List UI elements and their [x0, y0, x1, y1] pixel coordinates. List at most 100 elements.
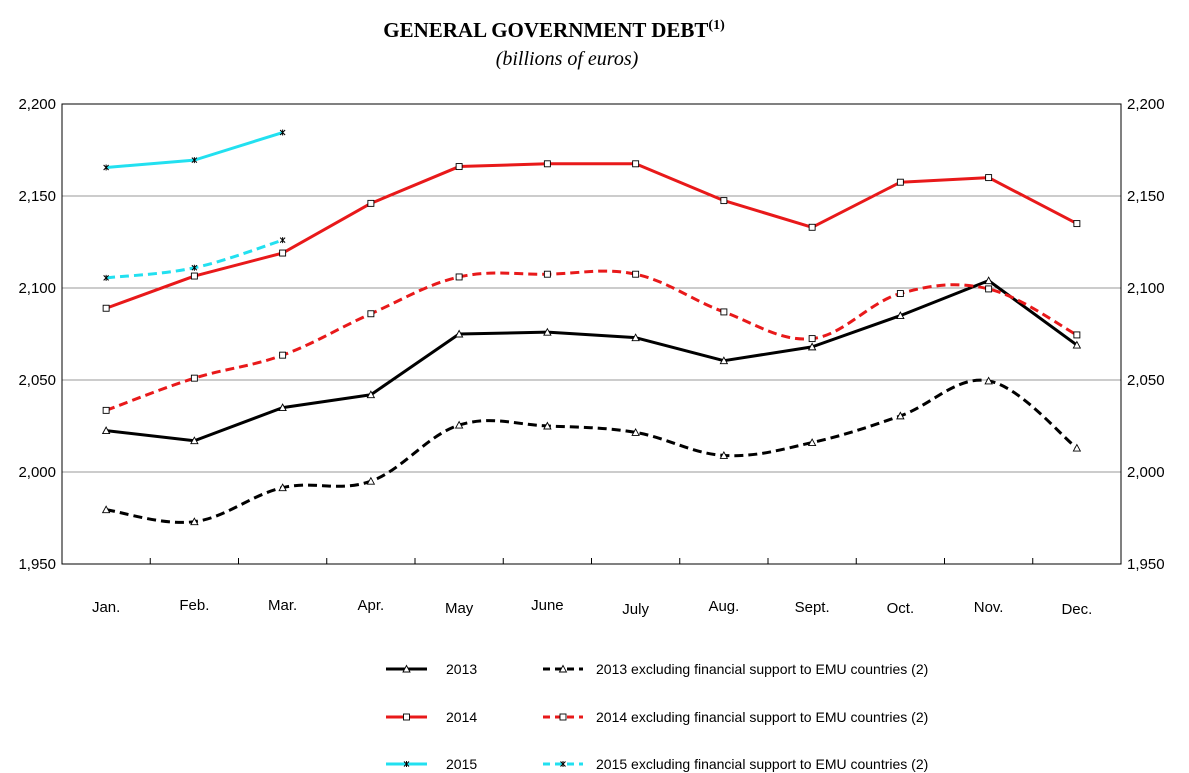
series-line	[105, 279, 1078, 443]
x-tick-label: Nov.	[974, 599, 1004, 616]
y-tick-label-right: 2,150	[1127, 188, 1165, 205]
point	[1072, 340, 1082, 349]
point	[454, 329, 464, 338]
point	[403, 713, 410, 721]
x-tick-label: Sept.	[795, 599, 830, 616]
point	[896, 290, 904, 297]
x-tick-label: Dec.	[1061, 601, 1092, 618]
point	[632, 270, 640, 278]
point	[985, 285, 993, 293]
point	[278, 403, 287, 412]
point	[896, 178, 904, 186]
point	[632, 160, 640, 168]
y-tick-label-left: 1,950	[18, 556, 56, 573]
point	[896, 411, 905, 420]
x-tick-label: July	[622, 601, 649, 618]
y-tick-label-left: 2,050	[18, 372, 56, 389]
point	[631, 427, 640, 436]
series-5	[103, 129, 286, 171]
point	[403, 761, 410, 767]
series-1	[101, 276, 1082, 445]
point	[279, 351, 287, 359]
point	[719, 356, 729, 365]
point	[543, 160, 551, 168]
legend-label: 2015	[446, 756, 477, 772]
point	[102, 304, 110, 312]
legend-label: 2014	[446, 709, 477, 725]
x-tick-label: May	[445, 600, 474, 617]
point	[103, 164, 109, 171]
series-line	[105, 378, 1078, 524]
point	[1073, 220, 1081, 228]
point	[367, 310, 375, 318]
legend-label: 2014 excluding financial support to EMU …	[596, 709, 928, 725]
point	[1073, 331, 1081, 339]
point	[278, 483, 287, 492]
point	[720, 308, 728, 316]
point	[279, 129, 286, 136]
legend-label: 2015 excluding financial support to EMU …	[596, 756, 928, 772]
x-axis-labels: Jan. Feb. Mar. Apr. May June July Aug. Sept. Oct.…	[92, 597, 1092, 618]
y-tick-label-left: 2,200	[18, 96, 56, 113]
y-axis-left-labels: 1,950 2,000 2,050 2,100 2,150 2,200	[18, 96, 56, 573]
x-tick-label: Oct.	[887, 600, 915, 617]
point	[190, 272, 198, 280]
point	[631, 333, 640, 342]
point	[190, 436, 199, 445]
point	[543, 421, 552, 430]
series-line	[105, 269, 1078, 412]
x-tick-label: June	[531, 597, 564, 614]
point	[279, 249, 287, 257]
point	[559, 713, 567, 721]
point	[807, 342, 817, 351]
series-2	[101, 376, 1082, 526]
series-3	[102, 160, 1081, 312]
point	[1072, 443, 1082, 452]
point	[279, 237, 286, 244]
point	[191, 157, 198, 164]
x-tick-marks	[149, 558, 1034, 564]
series-line	[105, 162, 1078, 310]
point	[558, 664, 568, 673]
point	[101, 426, 111, 435]
x-tick-label: Aug.	[708, 598, 739, 615]
y-tick-label-right: 1,950	[1127, 556, 1165, 573]
point	[101, 505, 111, 514]
point	[560, 761, 566, 767]
point	[984, 376, 993, 385]
y-tick-label-right: 2,100	[1127, 280, 1165, 297]
y-tick-label-left: 2,150	[18, 188, 56, 205]
point	[455, 273, 463, 281]
series-layer	[101, 129, 1082, 526]
legend-label: 2013 excluding financial support to EMU …	[596, 661, 928, 677]
y-tick-label-left: 2,000	[18, 464, 56, 481]
y-tick-label-right: 2,200	[1127, 96, 1165, 113]
point	[366, 390, 376, 399]
y-axis-right-labels: 1,950 2,000 2,050 2,100 2,150 2,200	[1127, 96, 1165, 573]
point	[367, 199, 375, 207]
x-tick-label: Mar.	[268, 597, 297, 614]
point	[191, 264, 198, 271]
legend-label: 2013	[446, 661, 477, 677]
point	[366, 476, 376, 485]
point	[719, 450, 729, 459]
point	[807, 438, 817, 447]
point	[190, 374, 198, 382]
gridlines	[62, 195, 1121, 473]
legend: 2013 2013 excluding financial support to …	[386, 661, 928, 772]
x-tick-label: Jan.	[92, 599, 120, 616]
x-tick-label: Feb.	[179, 597, 209, 614]
point	[102, 406, 110, 414]
point	[808, 335, 816, 343]
y-tick-label-right: 2,050	[1127, 372, 1165, 389]
point	[720, 197, 728, 205]
point	[454, 420, 464, 429]
y-tick-label-right: 2,000	[1127, 464, 1165, 481]
y-tick-label-left: 2,100	[18, 280, 56, 297]
chart-title: GENERAL GOVERNMENT DEBT(1)	[383, 18, 725, 42]
point	[455, 163, 463, 171]
point	[984, 276, 993, 285]
series-6	[103, 237, 286, 281]
point	[896, 311, 905, 320]
